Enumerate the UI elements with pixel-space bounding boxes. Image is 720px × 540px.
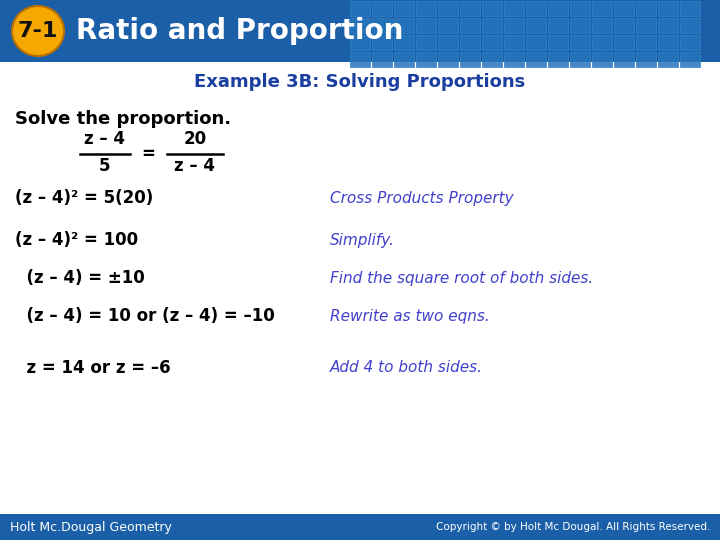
Bar	[482, 35, 502, 50]
Text: Rewrite as two eqns.: Rewrite as two eqns.	[330, 308, 490, 323]
Bar	[526, 1, 546, 16]
Bar	[416, 35, 436, 50]
Bar	[438, 18, 458, 33]
Bar	[548, 52, 568, 67]
Bar	[504, 1, 524, 16]
Bar	[438, 1, 458, 16]
Bar	[372, 18, 392, 33]
Bar	[658, 18, 678, 33]
Bar	[570, 52, 590, 67]
Text: (z – 4)² = 100: (z – 4)² = 100	[15, 231, 138, 249]
Ellipse shape	[12, 6, 64, 56]
Bar	[526, 35, 546, 50]
Bar	[570, 18, 590, 33]
Bar	[592, 52, 612, 67]
Bar	[636, 52, 656, 67]
Text: z = 14 or z = –6: z = 14 or z = –6	[15, 359, 171, 377]
Bar	[592, 1, 612, 16]
Bar	[548, 1, 568, 16]
Bar	[592, 18, 612, 33]
Text: Example 3B: Solving Proportions: Example 3B: Solving Proportions	[194, 73, 526, 91]
Text: 20: 20	[184, 130, 207, 148]
Bar	[680, 35, 700, 50]
Bar	[592, 35, 612, 50]
Bar	[394, 1, 414, 16]
Bar	[570, 35, 590, 50]
Bar	[614, 52, 634, 67]
Bar	[416, 18, 436, 33]
Bar	[504, 35, 524, 50]
Bar	[394, 52, 414, 67]
Bar	[416, 1, 436, 16]
Text: Ratio and Proportion: Ratio and Proportion	[76, 17, 403, 45]
Text: Simplify.: Simplify.	[330, 233, 395, 247]
Bar	[350, 52, 370, 67]
Bar	[438, 35, 458, 50]
Bar	[438, 52, 458, 67]
Text: Find the square root of both sides.: Find the square root of both sides.	[330, 271, 593, 286]
Bar	[504, 18, 524, 33]
Bar	[526, 52, 546, 67]
Bar	[548, 35, 568, 50]
Text: Holt Mc.Dougal Geometry: Holt Mc.Dougal Geometry	[10, 521, 172, 534]
Bar	[372, 35, 392, 50]
Bar	[394, 18, 414, 33]
Bar	[482, 18, 502, 33]
Bar	[548, 18, 568, 33]
Bar	[636, 18, 656, 33]
Bar	[350, 18, 370, 33]
Bar	[482, 52, 502, 67]
Bar	[350, 1, 370, 16]
Text: (z – 4)² = 5(20): (z – 4)² = 5(20)	[15, 189, 153, 207]
Bar	[658, 35, 678, 50]
Bar	[460, 18, 480, 33]
Bar	[416, 52, 436, 67]
Bar	[504, 52, 524, 67]
Bar	[460, 52, 480, 67]
Text: Cross Products Property: Cross Products Property	[330, 191, 513, 206]
Bar	[372, 52, 392, 67]
Bar	[680, 52, 700, 67]
Text: z – 4: z – 4	[84, 130, 125, 148]
Text: Solve the proportion.: Solve the proportion.	[15, 110, 231, 128]
Bar	[636, 1, 656, 16]
Text: (z – 4) = ±10: (z – 4) = ±10	[15, 269, 145, 287]
Bar	[394, 35, 414, 50]
Bar	[614, 18, 634, 33]
Bar	[614, 35, 634, 50]
Bar	[658, 52, 678, 67]
Bar	[372, 1, 392, 16]
Bar	[658, 1, 678, 16]
Bar	[680, 1, 700, 16]
Text: 5: 5	[99, 157, 111, 175]
Bar	[680, 18, 700, 33]
Bar	[350, 35, 370, 50]
Text: Copyright © by Holt Mc Dougal. All Rights Reserved.: Copyright © by Holt Mc Dougal. All Right…	[436, 522, 710, 532]
Bar	[482, 1, 502, 16]
Bar	[526, 18, 546, 33]
Bar	[636, 35, 656, 50]
Bar	[460, 35, 480, 50]
Bar	[570, 1, 590, 16]
Text: z – 4: z – 4	[174, 157, 215, 175]
Bar	[0, 0, 720, 62]
Text: Add 4 to both sides.: Add 4 to both sides.	[330, 361, 483, 375]
Text: (z – 4) = 10 or (z – 4) = –10: (z – 4) = 10 or (z – 4) = –10	[15, 307, 275, 325]
Text: 7-1: 7-1	[18, 21, 58, 41]
Bar	[460, 1, 480, 16]
Text: =: =	[141, 145, 155, 163]
Bar	[0, 514, 720, 540]
Bar	[614, 1, 634, 16]
